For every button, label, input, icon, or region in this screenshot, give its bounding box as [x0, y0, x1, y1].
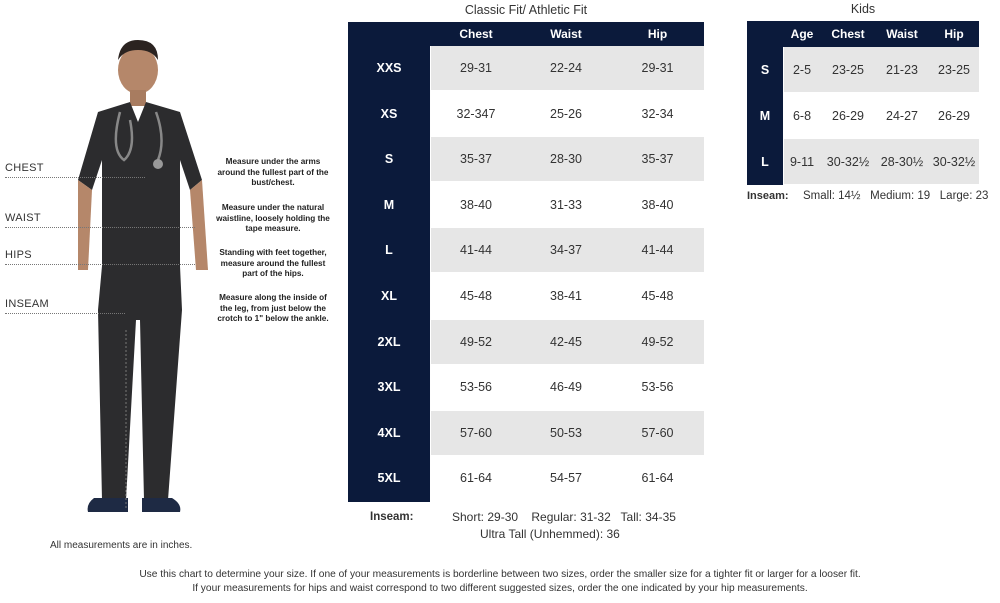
- table-cell-hip: 45-48: [641, 289, 674, 303]
- size-label: M: [383, 197, 395, 212]
- table-cell-chest: 57-60: [460, 425, 492, 440]
- kids-table-cell-hip: 26-29: [938, 109, 970, 123]
- kids-table-cell-age: 6-8: [792, 109, 812, 123]
- table-cell-hip: 29-31: [641, 61, 674, 75]
- measurement-guide: CHEST WAIST HIPS INSEAM Measure under th…: [0, 30, 340, 560]
- table-cell-hip: 53-56: [641, 380, 674, 395]
- waist-line: [5, 227, 195, 228]
- table-cell-waist: 22-24: [550, 61, 582, 75]
- adult-table-title: Classic Fit/ Athletic Fit: [464, 3, 588, 17]
- size-label: S: [384, 152, 394, 167]
- sizing-instruction-line-1: Use this chart to determine your size. I…: [139, 569, 861, 580]
- kids-header-hip: Hip: [944, 27, 964, 41]
- header-hip: Hip: [647, 27, 668, 41]
- kids-table-cell-waist: 28-30½: [880, 155, 924, 169]
- kids-size-label: L: [761, 155, 769, 169]
- table-cell-waist: 28-30: [550, 152, 582, 167]
- kids-table-title: Kids: [850, 2, 876, 16]
- table-cell-hip: 49-52: [641, 334, 674, 349]
- size-label: XXS: [376, 61, 402, 75]
- waist-description: Measure under the natural waistline, loo…: [216, 203, 330, 233]
- size-label: 5XL: [377, 471, 401, 486]
- table-cell-hip: 61-64: [641, 471, 674, 486]
- table-cell-waist: 50-53: [550, 425, 582, 440]
- chest-description: Measure under the arms around the fulles…: [217, 157, 329, 187]
- table-cell-chest: 35-37: [460, 152, 492, 167]
- kids-table-cell-waist: 24-27: [886, 109, 918, 123]
- row-shading: [431, 319, 704, 364]
- adult-table-header: Chest Waist Hip: [348, 22, 704, 46]
- kids-inseam-sizes: Small: 14½ Medium: 19 Large: 23: [803, 190, 989, 202]
- table-cell-waist: 25-26: [550, 106, 582, 121]
- table-cell-chest: 61-64: [460, 471, 492, 486]
- hips-line: [5, 264, 195, 265]
- row-shading: [431, 46, 704, 90]
- model-figure-image: [78, 40, 208, 512]
- kids-row-shading: [784, 47, 979, 92]
- adult-size-column: XXS XS S M L XL 2XL 3XL 4XL 5XL: [348, 46, 430, 502]
- table-cell-waist: 42-45: [550, 334, 582, 349]
- kids-table-cell-chest: 23-25: [832, 63, 864, 77]
- kids-header-chest: Chest: [831, 27, 865, 41]
- table-cell-chest: 41-44: [460, 243, 492, 258]
- waist-label: WAIST: [5, 212, 41, 224]
- table-cell-hip: 41-44: [641, 243, 674, 258]
- kids-table-header: Age Chest Waist Hip: [747, 21, 979, 47]
- kids-table-cell-chest: 26-29: [832, 109, 864, 123]
- size-label: 2XL: [377, 334, 401, 349]
- table-cell-waist: 38-41: [550, 289, 582, 303]
- kids-table-cell-age: 9-11: [789, 155, 815, 169]
- table-cell-waist: 54-57: [550, 471, 582, 486]
- row-shading: [431, 137, 704, 182]
- kids-inseam-label: Inseam:: [747, 190, 789, 202]
- kids-header-age: Age: [790, 27, 814, 41]
- chest-label: CHEST: [5, 162, 44, 174]
- table-cell-waist: 34-37: [550, 243, 582, 258]
- table-cell-hip: 35-37: [641, 152, 674, 167]
- size-label: L: [385, 243, 393, 258]
- kids-table-cell-hip: 30-32½: [932, 155, 976, 169]
- row-shading: [431, 410, 704, 455]
- inseam-description: Measure along the inside of the leg, fro…: [217, 293, 329, 323]
- row-shading: [431, 228, 704, 273]
- hips-label: HIPS: [5, 249, 32, 261]
- table-cell-chest: 49-52: [460, 334, 492, 349]
- adult-inseam-label: Inseam:: [370, 511, 414, 523]
- table-cell-chest: 32-347: [456, 106, 496, 121]
- kids-size-column: S M L: [747, 47, 783, 185]
- header-waist: Waist: [550, 27, 582, 41]
- size-label: XL: [381, 289, 397, 303]
- table-cell-chest: 29-31: [460, 61, 492, 75]
- chest-line: [5, 177, 145, 178]
- kids-table-cell-chest: 30-32½: [826, 155, 870, 169]
- table-cell-chest: 45-48: [460, 289, 492, 303]
- table-cell-waist: 31-33: [550, 197, 582, 212]
- size-label: 3XL: [377, 380, 401, 395]
- kids-table-cell-hip: 23-25: [938, 63, 970, 77]
- sizing-instruction-line-2: If your measurements for hips and waist …: [192, 583, 808, 594]
- table-cell-hip: 32-34: [641, 106, 674, 121]
- kids-header-waist: Waist: [886, 27, 918, 41]
- adult-inseam-ultra-tall: Ultra Tall (Unhemmed): 36: [480, 527, 620, 541]
- kids-row-shading: [784, 139, 979, 184]
- size-label: XS: [380, 106, 398, 121]
- measurement-units-note: All measurements are in inches.: [50, 540, 193, 551]
- table-cell-chest: 38-40: [460, 197, 492, 212]
- header-chest: Chest: [459, 27, 493, 41]
- kids-table-cell-age: 2-5: [792, 63, 812, 77]
- table-cell-hip: 57-60: [641, 425, 674, 440]
- adult-inseam-sizes: Short: 29-30 Regular: 31-32 Tall: 34-35: [452, 510, 676, 524]
- kids-table-cell-waist: 21-23: [886, 63, 918, 77]
- table-cell-hip: 38-40: [641, 197, 674, 212]
- sizing-instructions: Use this chart to determine your size. I…: [0, 568, 1000, 596]
- table-cell-waist: 46-49: [550, 380, 582, 395]
- size-label: 4XL: [377, 425, 401, 440]
- hips-description: Standing with feet together, measure aro…: [219, 248, 327, 278]
- inseam-line: [5, 313, 125, 314]
- table-cell-chest: 53-56: [460, 380, 492, 395]
- kids-size-label: S: [760, 63, 770, 77]
- inseam-label: INSEAM: [5, 298, 49, 310]
- kids-size-label: M: [759, 109, 771, 123]
